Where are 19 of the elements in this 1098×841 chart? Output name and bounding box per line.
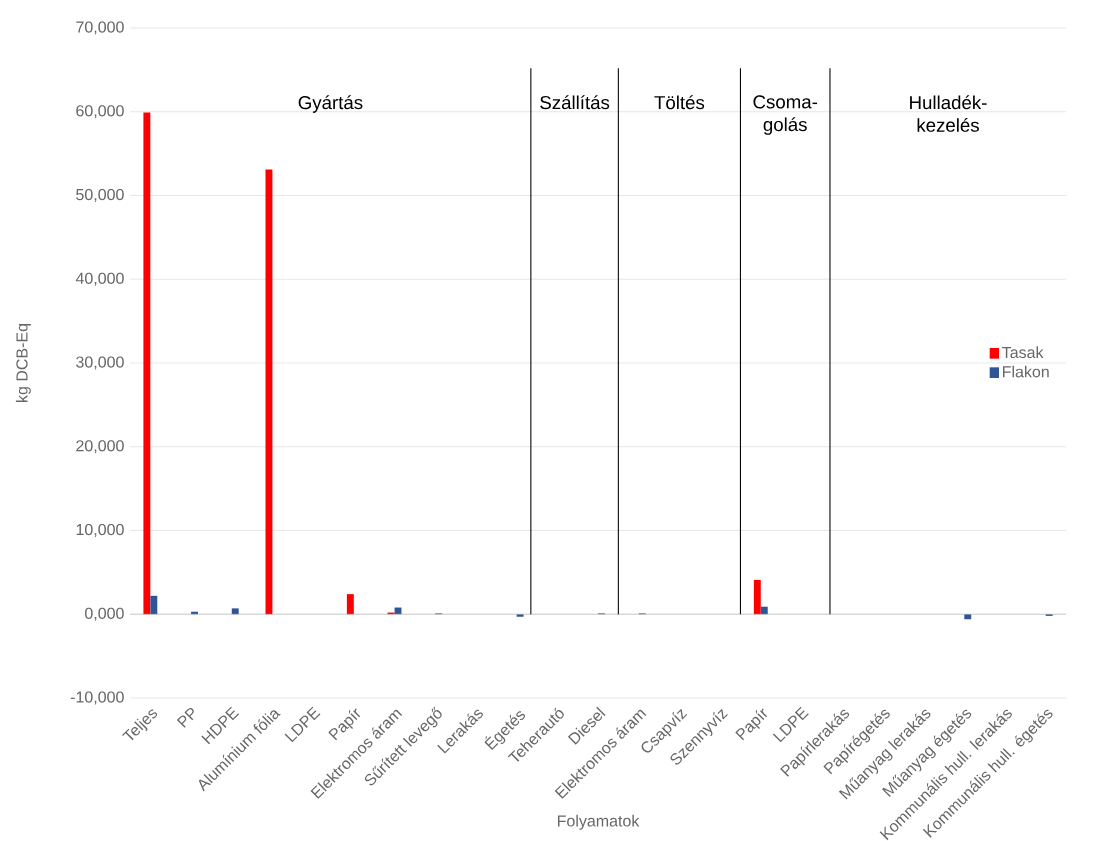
annotation: Töltés [654,95,705,110]
y-tick-label: -10,000 [70,691,124,705]
y-tick-label: 40,000 [75,272,124,286]
annotation: Hulladék-kezelés [910,95,987,132]
annotation: Szállítás [540,95,610,110]
annotation: Gyártás [298,95,363,113]
y-tick-label: 30,000 [76,356,124,370]
legend-label: Tasak [1002,346,1044,359]
y-axis-title: kg DCB-Eq [15,324,31,402]
y-tick-label: 20,000 [76,440,124,454]
x-axis-title: Folyamatok [557,814,640,830]
legend-label: Flakon [1003,365,1049,378]
y-tick-label: 60,000 [76,105,124,119]
annotation: Csoma-golás [753,95,818,135]
y-tick-label: 50,000 [76,188,124,203]
y-tick-label: 10,000 [76,523,124,538]
x-tick-label: PP [176,707,194,728]
y-tick-label: 0,000 [85,607,124,621]
y-tick-label: 70,000 [76,21,124,35]
